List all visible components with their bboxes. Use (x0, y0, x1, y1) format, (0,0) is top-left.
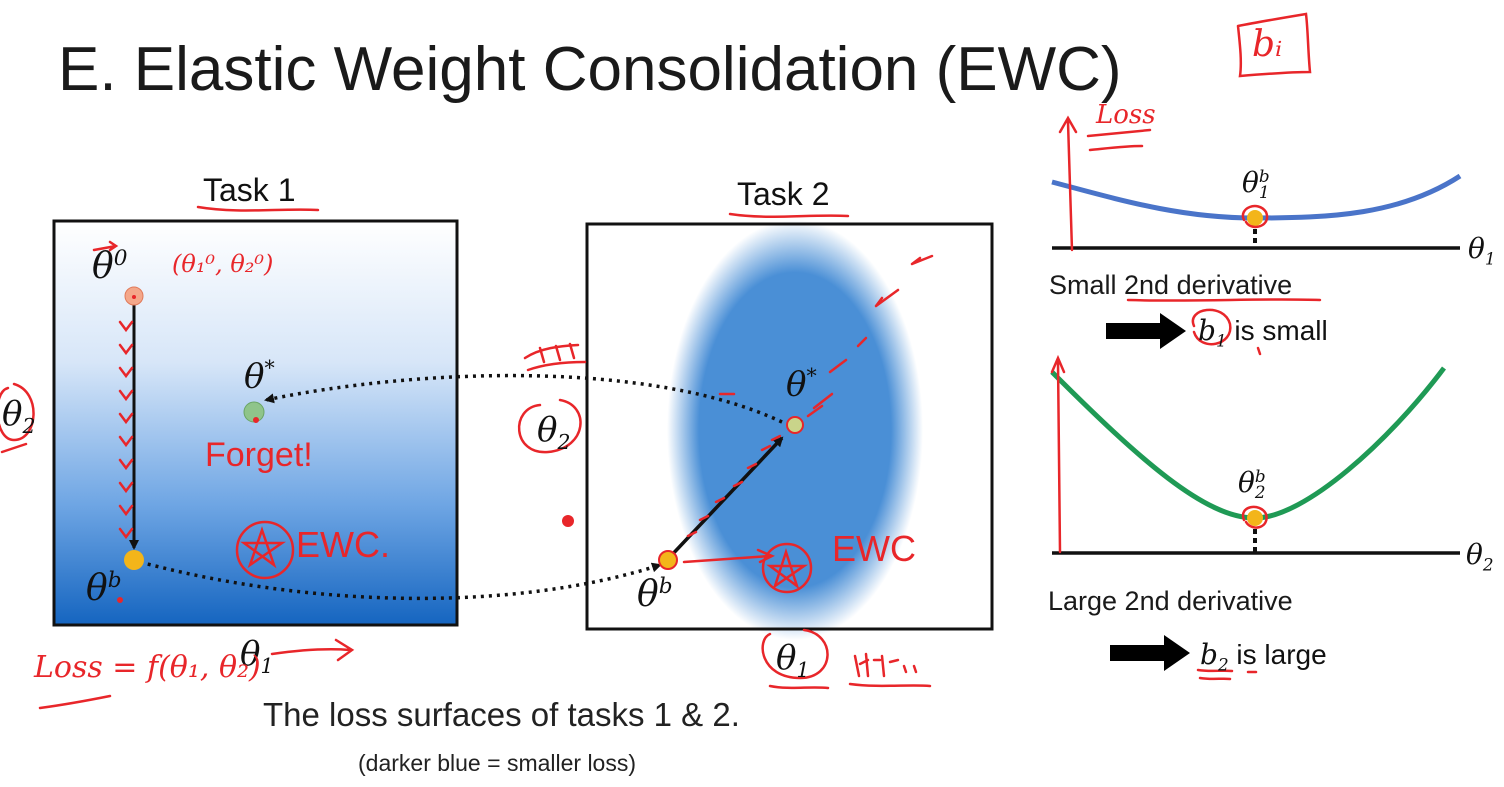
forget-label: Forget! (205, 436, 313, 474)
large-plot-axis-label: θ2 (1466, 538, 1494, 575)
small-plot-result: b1 is small (1198, 314, 1328, 351)
thetab-task1-label: θb (86, 568, 122, 609)
red-ink-annotations (0, 12, 1322, 710)
thetastar-task1-label: θ* (244, 356, 275, 397)
task1-label: Task 1 (203, 172, 296, 208)
theta0-label: θ0 (92, 246, 128, 287)
task1-axis-y: θ2 (2, 394, 36, 438)
task2-axis-y: θ2 (537, 410, 571, 454)
result-arrow-large (1110, 635, 1190, 671)
thetab-task2-point (658, 550, 678, 570)
b2-variable: b2 (1200, 638, 1229, 675)
task1-axis-x: θ1 (240, 634, 274, 678)
large-derivative-plot (1050, 366, 1460, 555)
task2-axis-x: θ1 (776, 638, 810, 682)
theta0-coords-annotation: (θ₁⁰, θ₂⁰) (172, 250, 274, 278)
thetastar-task2-label: θ* (786, 364, 817, 405)
task2-label: Task 2 (737, 176, 830, 212)
ewc-annotation-task2: EWC (832, 528, 916, 569)
task1-loss-surface (52, 219, 459, 627)
ewc-annotation-task1: EWC. (296, 524, 390, 565)
small-plot-axis-label: θ1 (1468, 232, 1496, 269)
loss-axis-annotation: Loss (1096, 100, 1156, 130)
b1-variable: b1 (1198, 314, 1227, 351)
thetab-task1-point (124, 550, 144, 570)
large-plot-description: Large 2nd derivative (1048, 586, 1293, 616)
small-derivative-plot (1051, 173, 1462, 250)
thetab-task2-label: θb (637, 574, 673, 615)
slide-title: E. Elastic Weight Consolidation (EWC) (58, 35, 1122, 104)
large-plot-result: b2 is large (1200, 638, 1327, 675)
caption-sub: (darker blue = smaller loss) (358, 750, 637, 776)
result-arrow-small (1106, 313, 1186, 349)
bi-box-annotation: bᵢ (1252, 24, 1283, 65)
caption-main: The loss surfaces of tasks 1 & 2. (263, 696, 740, 733)
red-ink-dots (117, 295, 574, 603)
thetastar-task2-point (786, 416, 804, 434)
loss-formula-annotation: Loss = f(θ₁, θ₂) (34, 650, 261, 685)
thetastar-mapping-arrow (264, 373, 783, 424)
small-plot-description: Small 2nd derivative (1049, 270, 1293, 300)
